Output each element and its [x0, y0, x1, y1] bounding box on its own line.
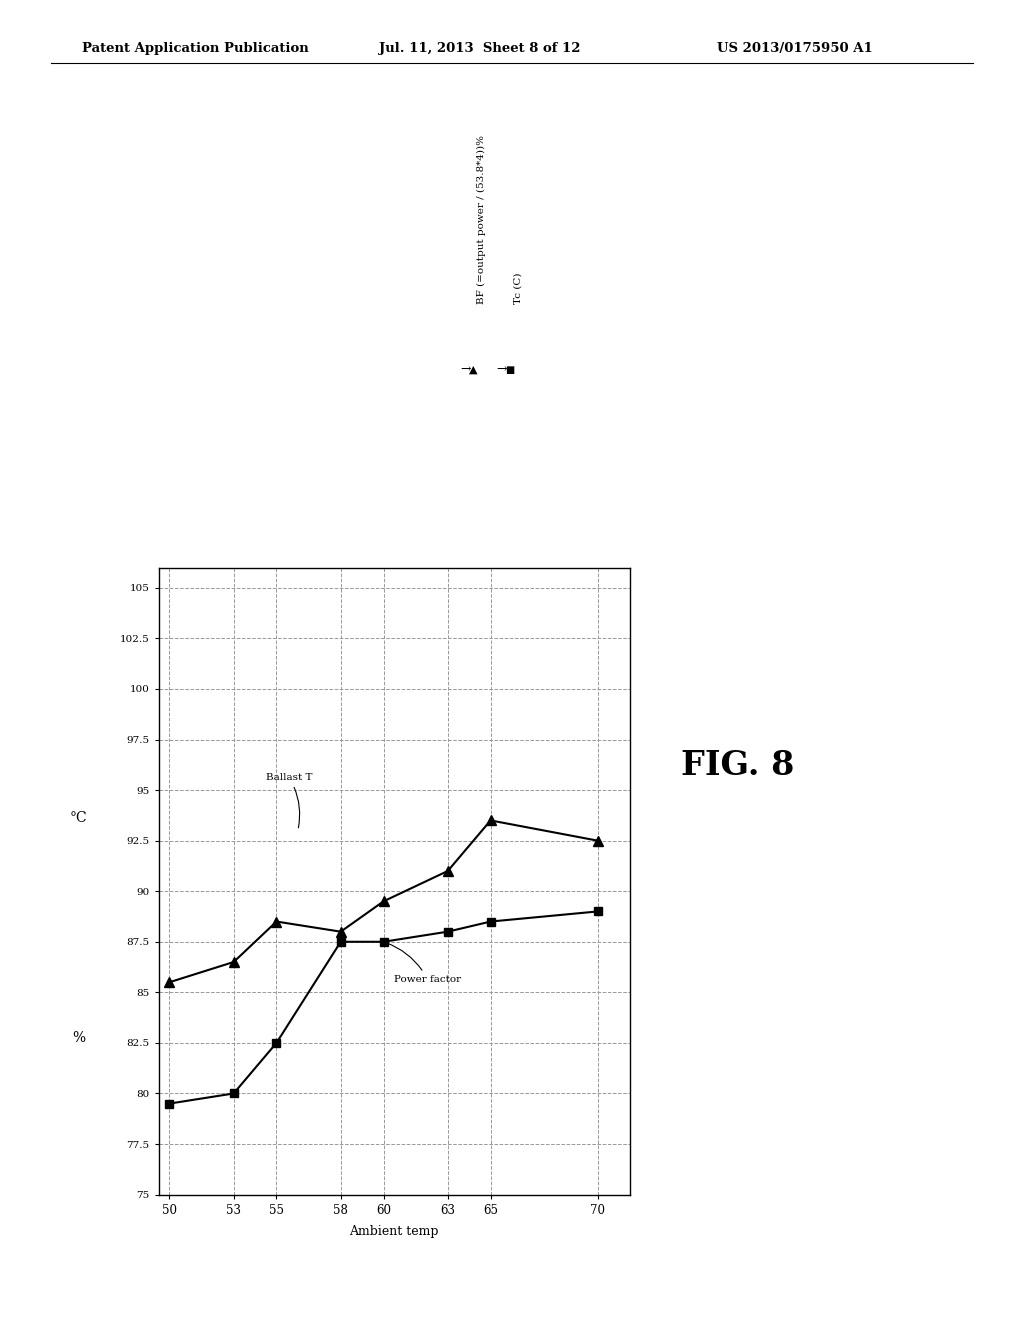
Text: Power factor: Power factor: [386, 942, 462, 985]
Text: Ballast T: Ballast T: [266, 774, 312, 828]
Text: Patent Application Publication: Patent Application Publication: [82, 42, 308, 55]
Text: →: →: [497, 363, 507, 376]
Text: US 2013/0175950 A1: US 2013/0175950 A1: [717, 42, 872, 55]
Text: ▲: ▲: [469, 364, 477, 375]
Text: →: →: [461, 363, 471, 376]
Text: ■: ■: [505, 364, 515, 375]
Text: °C: °C: [70, 812, 87, 825]
Text: %: %: [72, 1031, 85, 1045]
X-axis label: Ambient temp: Ambient temp: [349, 1225, 439, 1238]
Text: Tc (C): Tc (C): [514, 272, 522, 304]
Text: BF (=output power / (53.8*4))%: BF (=output power / (53.8*4))%: [477, 135, 485, 304]
Text: FIG. 8: FIG. 8: [681, 750, 794, 781]
Text: Jul. 11, 2013  Sheet 8 of 12: Jul. 11, 2013 Sheet 8 of 12: [379, 42, 581, 55]
